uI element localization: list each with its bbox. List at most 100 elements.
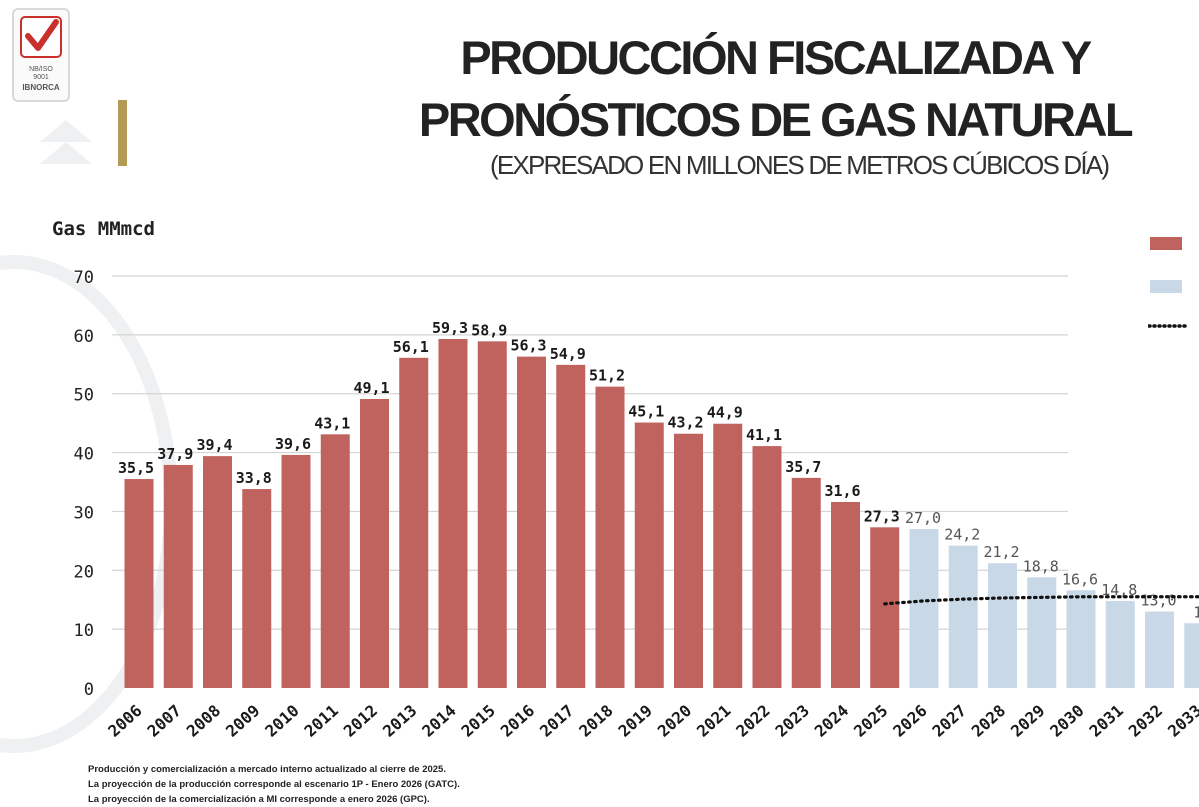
x-tick-label: 2023 xyxy=(772,701,813,741)
x-tick-label: 2027 xyxy=(929,701,970,741)
forecast-bar xyxy=(1145,611,1174,688)
x-tick-label: 2031 xyxy=(1086,701,1127,741)
logo-text-line2: 9001 xyxy=(33,74,49,81)
background-triangle xyxy=(40,142,92,164)
production-bar xyxy=(163,464,193,688)
data-label: 33,8 xyxy=(236,469,272,487)
production-bar xyxy=(556,364,586,688)
background-triangle xyxy=(40,120,92,142)
data-label: 27,3 xyxy=(864,507,900,525)
production-bar xyxy=(752,446,782,688)
x-tick-label: 2013 xyxy=(379,701,420,741)
production-bar xyxy=(438,338,468,688)
y-tick-label: 50 xyxy=(74,386,94,406)
y-tick-label: 30 xyxy=(74,503,94,523)
x-tick-label: 2006 xyxy=(104,701,145,741)
data-label: 44,9 xyxy=(707,404,743,422)
x-tick-label: 2028 xyxy=(968,701,1009,741)
forecast-bar xyxy=(1066,590,1096,688)
production-bar xyxy=(203,456,232,688)
trend-dotted-line xyxy=(883,595,1199,606)
x-tick-label: 2017 xyxy=(536,701,577,741)
x-tick-label: 2019 xyxy=(615,701,656,741)
production-bar xyxy=(517,356,546,688)
y-tick-label: 20 xyxy=(74,562,94,582)
x-tick-label: 2014 xyxy=(418,701,459,741)
x-tick-label: 2021 xyxy=(693,701,734,741)
subtitle: (EXPRESADO EN MILLONES DE METROS CÚBICOS… xyxy=(490,150,1110,180)
data-label: 43,2 xyxy=(667,414,703,432)
data-label: 1 xyxy=(1193,603,1199,621)
data-label: 27,0 xyxy=(905,509,941,527)
production-bar xyxy=(320,434,350,688)
data-label: 56,1 xyxy=(393,338,429,356)
production-bar xyxy=(399,357,429,688)
production-bar xyxy=(791,477,821,688)
x-tick-label: 2015 xyxy=(458,701,499,741)
x-tick-label: 2018 xyxy=(575,701,616,741)
production-bar xyxy=(124,479,154,688)
data-label: 35,5 xyxy=(118,459,154,477)
x-tick-label: 2020 xyxy=(654,701,695,741)
x-tick-label: 2026 xyxy=(889,701,930,741)
forecast-bar xyxy=(988,563,1017,688)
data-label: 13,0 xyxy=(1140,591,1176,609)
production-bar xyxy=(634,422,664,688)
certification-check-icon xyxy=(20,16,62,58)
x-tick-label: 2025 xyxy=(850,701,891,741)
forecast-bar xyxy=(1105,600,1135,688)
data-label: 37,9 xyxy=(157,445,193,463)
production-bar xyxy=(831,502,860,688)
y-tick-label: 40 xyxy=(74,445,94,465)
ibnorca-logo: NB/ISO 9001 IBNORCA xyxy=(12,8,70,102)
data-label: 39,4 xyxy=(196,436,232,454)
x-tick-label: 2007 xyxy=(144,701,185,741)
x-tick-label: 2010 xyxy=(261,701,302,741)
x-tick-label: 2029 xyxy=(1007,701,1048,741)
data-label: 49,1 xyxy=(353,379,389,397)
x-tick-label: 2009 xyxy=(222,701,263,741)
legend-swatch-forecast xyxy=(1150,280,1182,293)
data-label: 43,1 xyxy=(314,414,350,432)
production-bar xyxy=(360,399,389,688)
x-tick-label: 2008 xyxy=(183,701,224,741)
data-label: 18,8 xyxy=(1023,557,1059,575)
y-tick-label: 70 xyxy=(74,268,94,288)
data-label: 39,6 xyxy=(275,435,311,453)
data-label: 14,8 xyxy=(1101,581,1137,599)
y-tick-label: 0 xyxy=(84,680,94,700)
logo-text-line1: NB/ISO xyxy=(29,66,53,73)
y-axis-unit-label: Gas MMmcd xyxy=(52,218,155,240)
x-tick-label: 2012 xyxy=(340,701,381,741)
production-bar xyxy=(281,454,311,688)
logo-text-line3: IBNORCA xyxy=(22,83,60,92)
data-label: 45,1 xyxy=(628,403,664,421)
data-label: 59,3 xyxy=(432,319,468,337)
x-tick-label: 2032 xyxy=(1125,701,1166,741)
data-label: 24,2 xyxy=(944,526,980,544)
x-tick-label: 2024 xyxy=(811,701,852,741)
production-bar xyxy=(674,433,703,688)
forecast-bar xyxy=(1184,623,1199,688)
production-bar xyxy=(595,386,625,688)
legend-swatch-production xyxy=(1150,237,1182,250)
title-line-1: PRODUCCIÓN FISCALIZADA Y xyxy=(460,31,1092,84)
data-label: 56,3 xyxy=(510,337,546,355)
data-label: 35,7 xyxy=(785,458,821,476)
forecast-bar xyxy=(948,545,978,688)
title-line-2: PRONÓSTICOS DE GAS NATURAL xyxy=(418,93,1134,146)
data-label: 54,9 xyxy=(550,345,586,363)
data-label: 16,6 xyxy=(1062,570,1098,588)
production-bar xyxy=(242,489,272,688)
data-label: 51,2 xyxy=(589,367,625,385)
data-label: 58,9 xyxy=(471,321,507,339)
data-label: 31,6 xyxy=(824,482,860,500)
forecast-bar xyxy=(1027,577,1057,688)
footnote-3: La proyección de la comercialización a M… xyxy=(88,794,430,805)
y-tick-label: 60 xyxy=(74,327,94,347)
x-tick-label: 2033 xyxy=(1164,701,1199,741)
production-bar xyxy=(477,341,507,688)
data-label: 21,2 xyxy=(983,543,1019,561)
